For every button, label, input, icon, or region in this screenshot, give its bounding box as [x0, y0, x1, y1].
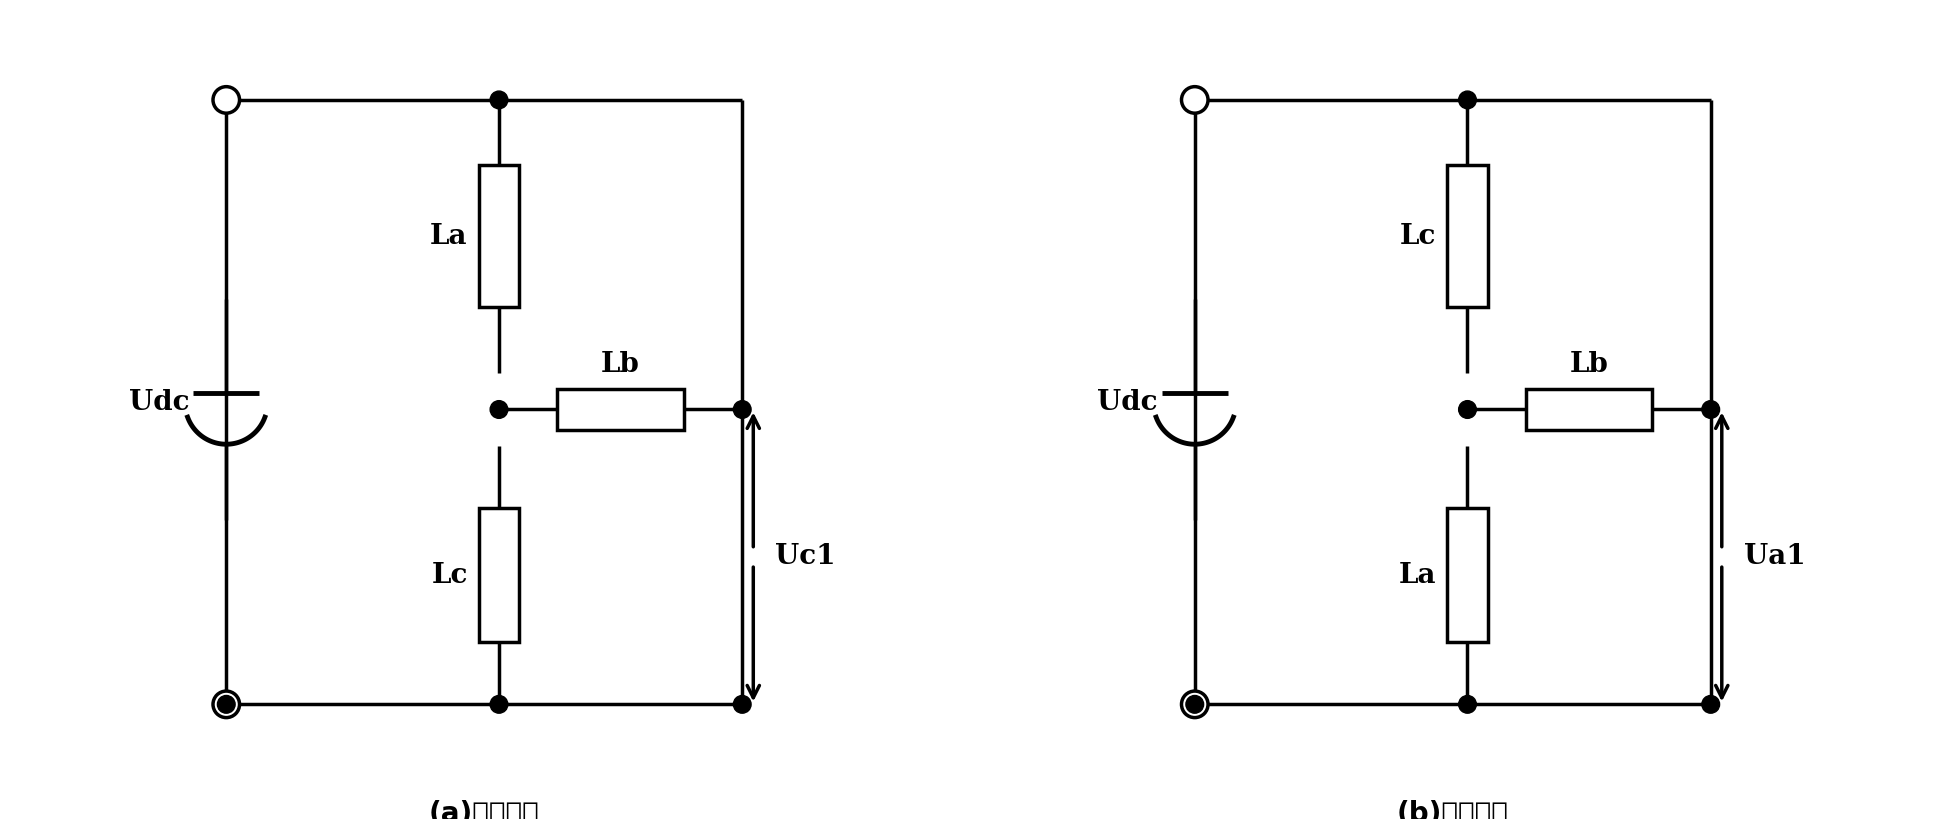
Text: Udc: Udc [1098, 389, 1158, 415]
Circle shape [1182, 691, 1209, 717]
Text: Lc: Lc [1400, 223, 1435, 250]
Circle shape [1185, 695, 1203, 713]
Circle shape [1703, 695, 1720, 713]
Circle shape [213, 87, 240, 113]
Text: Lb: Lb [600, 351, 639, 378]
Bar [478, 509, 519, 642]
Text: La: La [1399, 562, 1435, 589]
Circle shape [490, 91, 507, 109]
Circle shape [734, 695, 752, 713]
Text: Ua1: Ua1 [1743, 544, 1805, 570]
Circle shape [1459, 400, 1476, 419]
Text: Udc: Udc [130, 389, 190, 415]
Bar [1447, 165, 1488, 307]
Text: (b)续流阶段: (b)续流阶段 [1397, 800, 1509, 819]
Circle shape [1459, 695, 1476, 713]
Text: La: La [430, 223, 467, 250]
Circle shape [1182, 87, 1209, 113]
Circle shape [490, 400, 507, 419]
Bar [478, 165, 519, 307]
Circle shape [490, 695, 507, 713]
Bar [558, 389, 684, 430]
Text: (a)导通阶段: (a)导通阶段 [428, 800, 540, 819]
Circle shape [217, 695, 234, 713]
Circle shape [213, 691, 240, 717]
Circle shape [734, 400, 752, 419]
Bar [1526, 389, 1652, 430]
Bar [1447, 509, 1488, 642]
Circle shape [1459, 91, 1476, 109]
Text: Lb: Lb [1569, 351, 1608, 378]
Text: Lc: Lc [432, 562, 467, 589]
Text: Uc1: Uc1 [775, 544, 837, 570]
Circle shape [1703, 400, 1720, 419]
